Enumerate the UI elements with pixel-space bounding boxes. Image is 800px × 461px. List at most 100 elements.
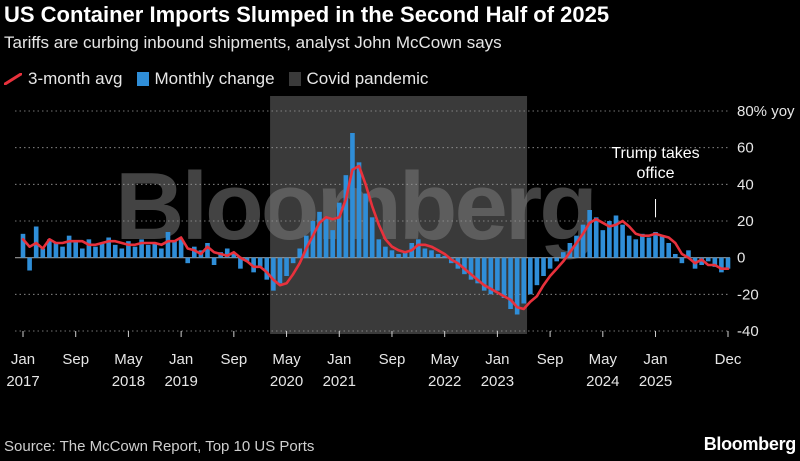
monthly-change-bar — [178, 239, 184, 258]
monthly-change-bar — [119, 248, 125, 258]
monthly-change-bar — [376, 239, 382, 258]
x-tick-year-label: 2023 — [481, 373, 514, 390]
legend-item-avg: 3-month avg — [4, 69, 123, 89]
monthly-change-bar — [653, 232, 658, 258]
monthly-change-bar — [139, 239, 144, 258]
legend-item-monthly: Monthly change — [136, 69, 275, 89]
monthly-change-bar — [712, 257, 718, 267]
monthly-change-bar — [238, 257, 243, 269]
monthly-change-bar — [719, 257, 724, 273]
x-tick-year-label: 2025 — [639, 373, 672, 390]
legend-monthly-label: Monthly change — [154, 69, 275, 88]
y-tick-label: -20 — [737, 286, 759, 303]
monthly-change-bar — [501, 257, 507, 298]
chart-legend: 3-month avg Monthly change Covid pandemi… — [4, 68, 442, 90]
monthly-change-bar — [40, 248, 46, 258]
monthly-change-bar — [277, 257, 283, 284]
annotation-label: office — [637, 165, 675, 182]
monthly-change-bar — [79, 248, 85, 258]
chart-title: US Container Imports Slumped in the Seco… — [4, 2, 610, 27]
y-tick-label: 20 — [737, 213, 754, 230]
legend-avg-label: 3-month avg — [28, 69, 123, 88]
monthly-change-bar — [350, 133, 355, 258]
x-tick-year-label: 2021 — [323, 373, 356, 390]
legend-item-covid: Covid pandemic — [288, 69, 428, 89]
monthly-change-bar — [547, 257, 553, 269]
monthly-change-bar — [310, 221, 316, 258]
x-tick-label: Sep — [62, 351, 89, 368]
monthly-change-bar — [205, 243, 210, 258]
monthly-change-bar — [679, 257, 685, 264]
monthly-change-bar — [554, 257, 559, 262]
monthly-change-bar — [165, 232, 171, 258]
monthly-change-bar — [106, 237, 111, 258]
monthly-change-bar — [613, 215, 619, 258]
x-tick-label: Sep — [537, 351, 564, 368]
bar-swatch-icon — [136, 72, 149, 86]
monthly-change-bar — [317, 211, 322, 258]
monthly-change-bar — [60, 246, 65, 258]
annotation-label: Trump takes — [611, 145, 699, 162]
monthly-change-bar — [686, 250, 691, 258]
y-tick-label: -40 — [737, 323, 759, 340]
monthly-change-bar — [672, 254, 678, 258]
monthly-change-bar — [271, 257, 276, 291]
y-tick-label: 60 — [737, 140, 754, 157]
monthly-change-bar — [580, 224, 586, 258]
monthly-change-bar — [356, 162, 362, 258]
monthly-change-bar — [495, 257, 500, 291]
x-tick-year-label: 2020 — [270, 373, 303, 390]
monthly-change-bar — [442, 255, 447, 258]
x-tick-year-label: 2018 — [112, 373, 145, 390]
source-note: Source: The McCown Report, Top 10 US Por… — [4, 438, 315, 455]
x-tick-label: Sep — [220, 351, 247, 368]
chart-plot: Bloomberg 80% yoy 60 40 20 0 -20 -40 Trump takes… — [6, 96, 795, 390]
monthly-change-bar — [534, 257, 540, 286]
monthly-change-bar — [145, 244, 151, 258]
y-tick-label: 40 — [737, 176, 754, 193]
x-tick-label: Sep — [379, 351, 406, 368]
monthly-change-bar — [402, 252, 408, 258]
x-tick-label: Jan — [485, 351, 509, 368]
x-tick-label: Jan — [11, 351, 35, 368]
monthly-change-bar — [521, 257, 527, 304]
monthly-change-bar — [633, 239, 639, 258]
x-tick-year-label: 2017 — [6, 373, 39, 390]
bloomberg-logo: Bloomberg — [703, 434, 797, 454]
monthly-change-bar — [725, 257, 731, 269]
monthly-change-bar — [66, 235, 72, 258]
monthly-change-bar — [172, 241, 177, 258]
monthly-change-bar — [86, 239, 92, 258]
x-tick-label: Jan — [327, 351, 351, 368]
monthly-change-bar — [257, 257, 263, 267]
monthly-change-bar — [323, 217, 329, 258]
x-tick-year-label: 2022 — [428, 373, 461, 390]
x-tick-label: May — [589, 351, 618, 368]
monthly-change-bar — [666, 243, 672, 258]
monthly-change-bar — [112, 244, 118, 258]
monthly-change-bar — [514, 257, 520, 315]
x-tick-label: Jan — [643, 351, 667, 368]
monthly-change-bar — [462, 257, 467, 275]
three-month-avg-line — [21, 164, 730, 311]
x-tick-label: Dec — [715, 351, 742, 368]
monthly-change-bar — [475, 257, 480, 284]
monthly-change-bar — [659, 235, 665, 258]
monthly-change-bar — [192, 246, 197, 258]
monthly-change-bar — [396, 254, 401, 258]
monthly-change-bar — [336, 202, 342, 258]
monthly-change-bar — [284, 257, 289, 276]
monthly-change-bar — [244, 257, 250, 262]
monthly-change-bar — [416, 239, 421, 258]
monthly-change-bar — [640, 233, 645, 258]
x-tick-year-label: 2024 — [586, 373, 619, 390]
monthly-change-bar — [383, 246, 388, 258]
monthly-change-bar — [330, 230, 335, 258]
monthly-change-bar — [429, 250, 434, 258]
monthly-change-bar — [93, 246, 98, 258]
y-tick-label: 80% yoy — [737, 103, 795, 120]
x-tick-label: May — [431, 351, 460, 368]
monthly-change-bar — [699, 257, 704, 265]
monthly-change-bar — [468, 257, 474, 280]
monthly-change-bar — [363, 193, 368, 258]
